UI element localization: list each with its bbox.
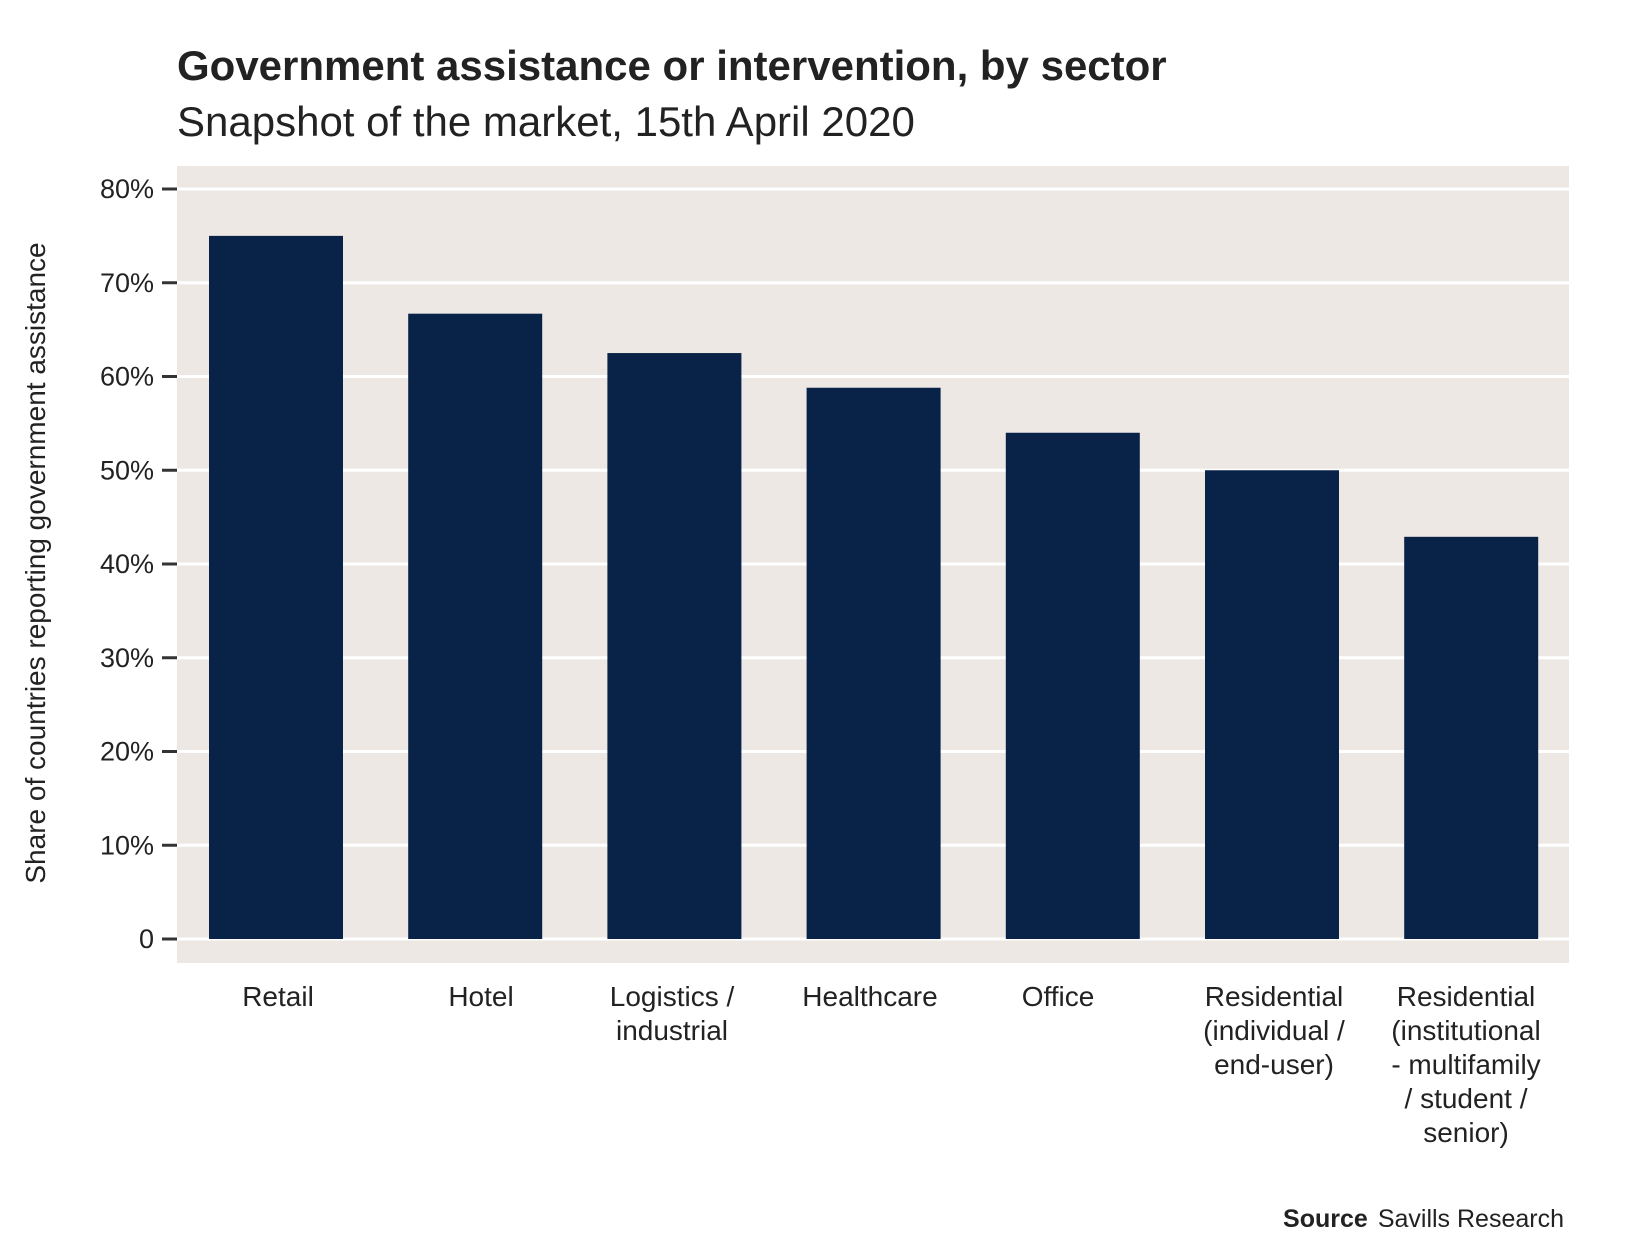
source-text: Savills Research bbox=[1377, 1205, 1564, 1233]
y-tick-label: 80% bbox=[100, 174, 154, 204]
y-tick-label: 40% bbox=[100, 549, 154, 579]
bar-1 bbox=[209, 235, 343, 939]
bar-4 bbox=[806, 387, 941, 939]
x-tick-label: Logistics / industrial bbox=[610, 981, 735, 1046]
y-tick-label: 50% bbox=[100, 455, 154, 485]
bar-3 bbox=[607, 353, 742, 939]
chart-subtitle: Snapshot of the market, 15th April 2020 bbox=[177, 98, 915, 145]
source-label: Source bbox=[1283, 1205, 1368, 1233]
bar-6 bbox=[1205, 470, 1339, 939]
x-tick-label: Office bbox=[1022, 981, 1095, 1012]
source-note: Source Savills Research bbox=[1283, 1205, 1564, 1234]
bar-2 bbox=[408, 313, 543, 939]
x-tick-label: Hotel bbox=[448, 981, 513, 1012]
bar-7 bbox=[1404, 536, 1539, 939]
y-tick-label: 20% bbox=[100, 737, 154, 767]
y-tick-label: 10% bbox=[100, 830, 154, 860]
y-tick-label: 0 bbox=[139, 924, 154, 954]
chart-title: Government assistance or intervention, b… bbox=[177, 42, 1167, 89]
x-tick-label: Retail bbox=[242, 981, 314, 1012]
x-tick-label: Residential (institutional - multifamily / … bbox=[1391, 981, 1540, 1148]
bar-5 bbox=[1005, 432, 1140, 939]
x-tick-label: Healthcare bbox=[802, 981, 937, 1012]
y-tick-label: 30% bbox=[100, 643, 154, 673]
x-tick-label: Residential (individual / end-user) bbox=[1203, 981, 1345, 1080]
y-tick-label: 70% bbox=[100, 268, 154, 298]
y-axis-title: Share of countries reporting government … bbox=[20, 242, 51, 883]
y-tick-label: 60% bbox=[100, 362, 154, 392]
